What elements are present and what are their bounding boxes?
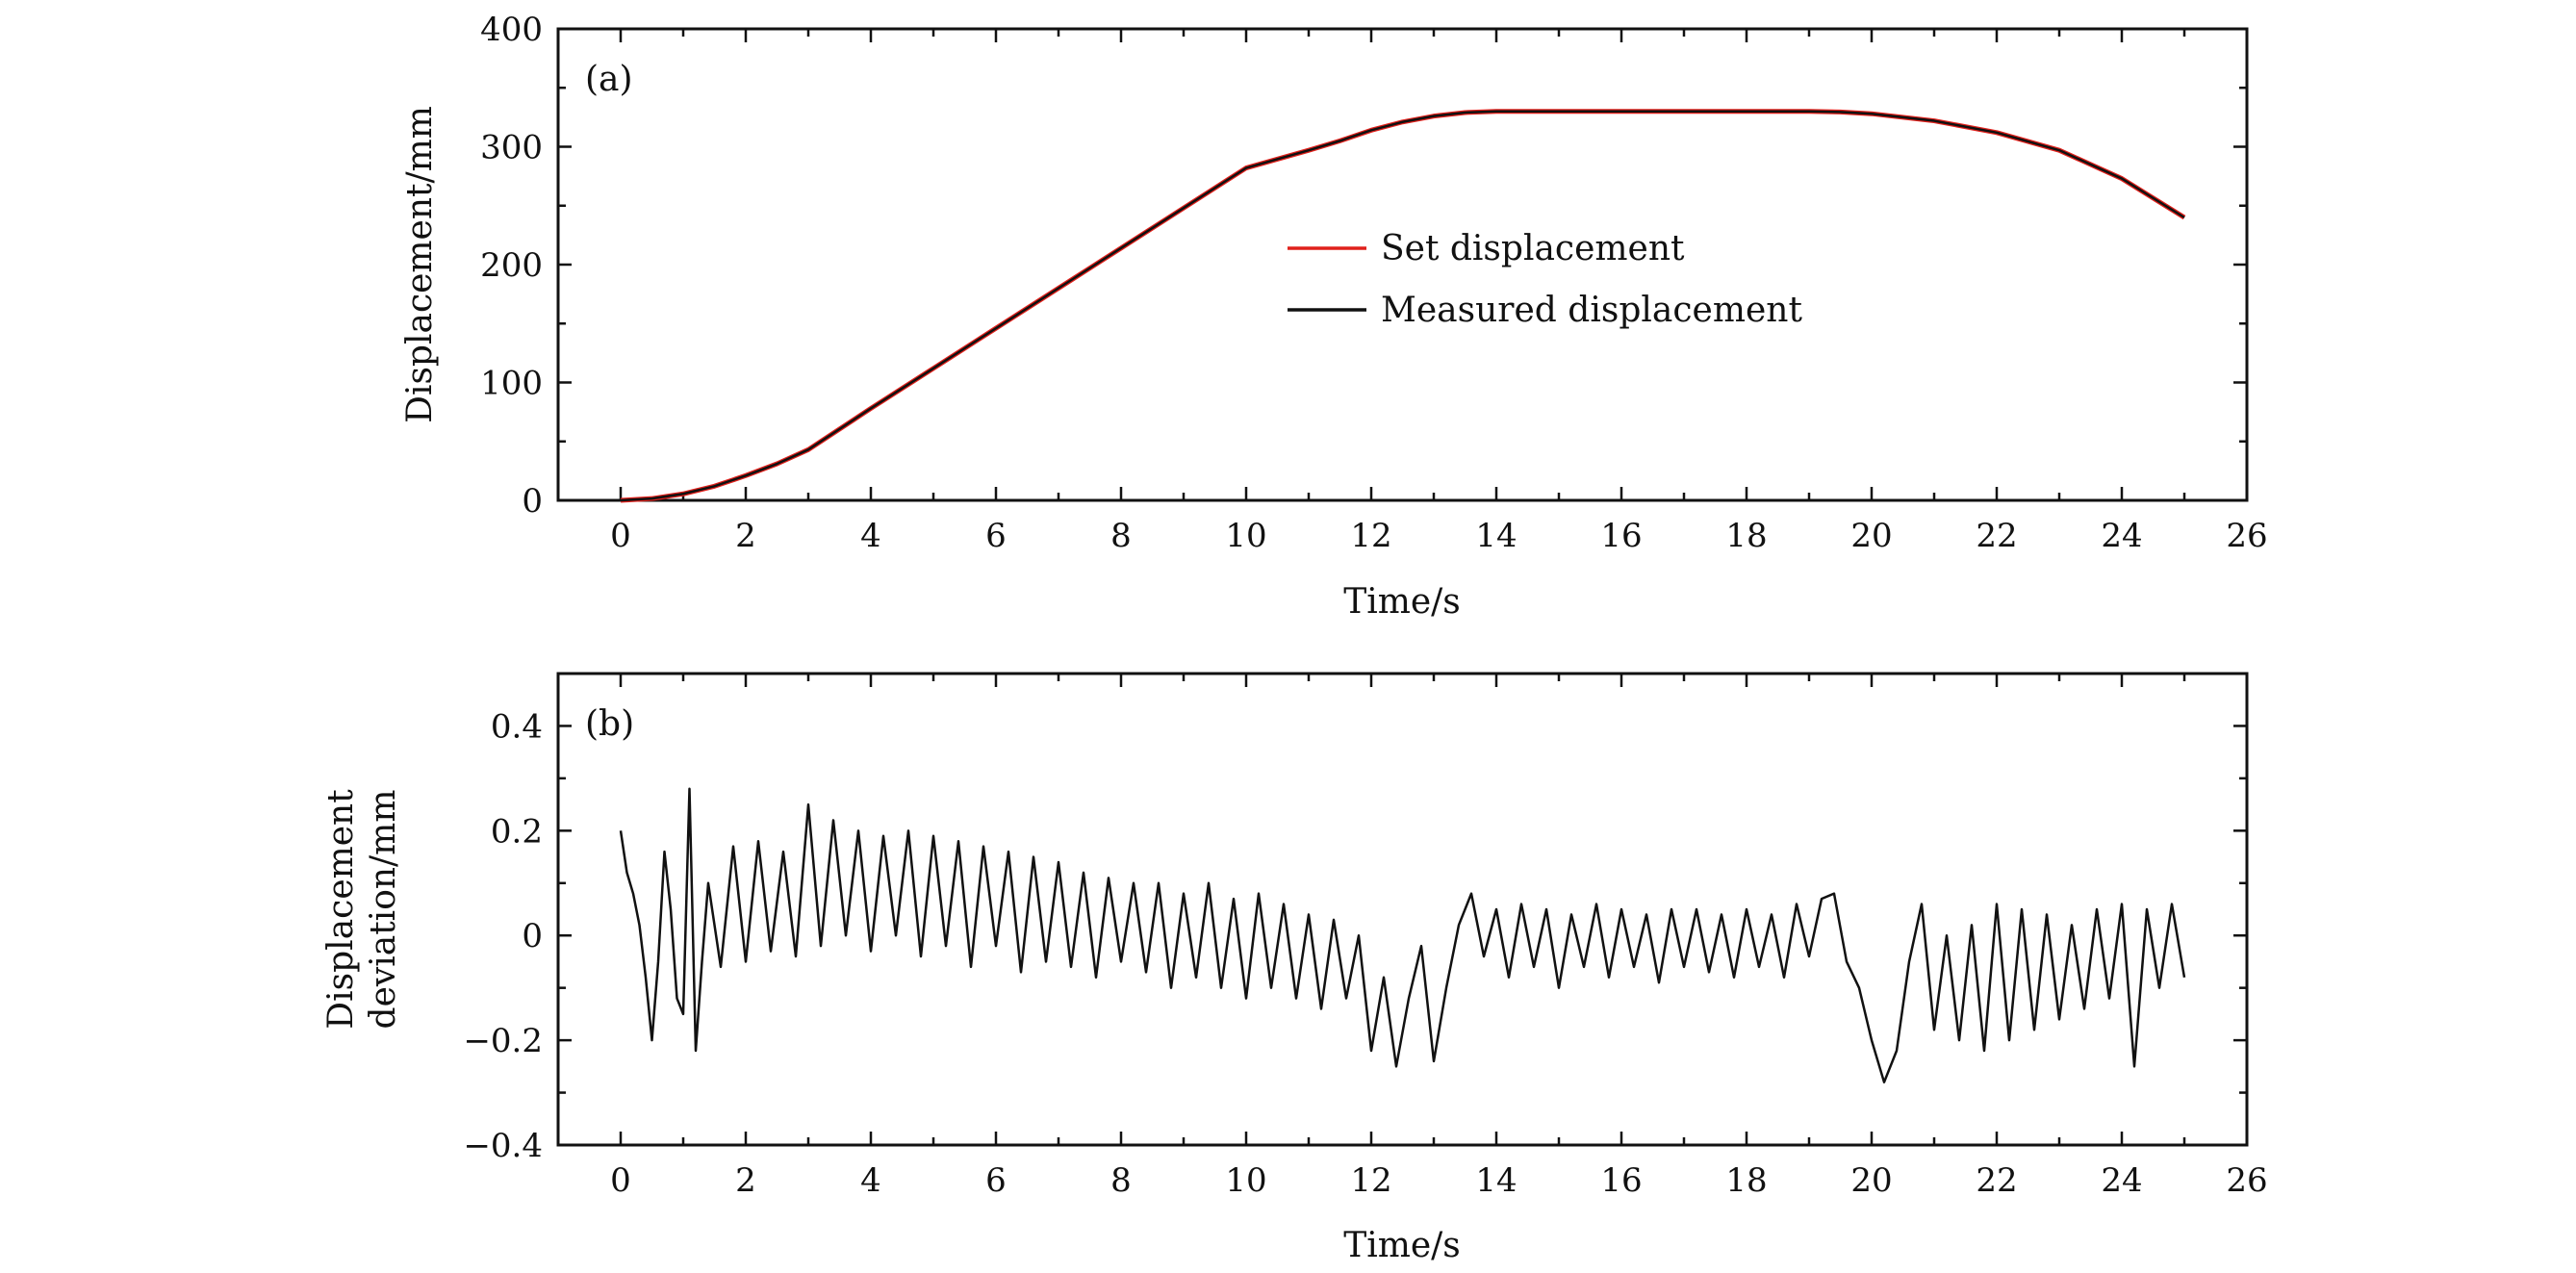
y-tick-label: 0.4 [491,707,543,746]
series-group-b [619,787,2186,1083]
panel-label-b: (b) [585,704,634,744]
x-tick-label: 8 [1110,1161,1132,1200]
x-tick-label: 12 [1350,517,1391,555]
y-tick-labels-a: 0 100 200 300 400 [480,11,543,521]
x-tick-label: 2 [735,1161,756,1200]
x-tick-label: 14 [1475,517,1517,555]
x-tick-label: 24 [2101,1161,2142,1200]
x-tick-label: 6 [985,517,1007,555]
y-axis-label-a: Displacement/mm [400,106,440,423]
x-tick-label: 10 [1225,1161,1266,1200]
chart-panel-b: 0 2 4 6 8 10 12 14 16 18 20 22 24 26 −0.4−0.200.20.4 … [321,672,2268,1265]
legend: Set displacement Measured displacement [1288,229,1802,330]
series-group-a [620,109,2186,503]
plot-frame-b [556,672,2249,1147]
y-tick-label: 400 [480,11,543,49]
y-tick-label: 300 [480,129,543,167]
x-tick-label: 4 [860,517,881,555]
y-tick-label: −0.4 [463,1127,543,1165]
x-tick-label: 20 [1850,517,1892,555]
x-tick-label: 26 [2226,1161,2267,1200]
x-tick-label: 0 [610,1161,631,1200]
series-line-measured-displacement [620,110,2185,502]
panel-label-a: (a) [585,60,633,99]
x-tick-label: 12 [1350,1161,1391,1200]
y-tick-label: 0.2 [491,812,543,851]
y-tick-label: 100 [480,365,543,403]
x-axis-label-b: Time/s [1343,1226,1461,1265]
x-tick-label: 22 [1976,1161,2017,1200]
x-tick-label: 4 [860,1161,881,1200]
y-tick-label: 0 [522,917,543,955]
x-tick-label: 16 [1600,517,1642,555]
y-tick-labels-b: −0.4 −0.2 0 0.2 0.4 [463,707,543,1165]
x-tick-label: 24 [2101,517,2142,555]
x-tick-label: 10 [1225,517,1266,555]
x-tick-label: 0 [610,517,631,555]
x-tick-label: 16 [1600,1161,1642,1200]
x-tick-label: 14 [1475,1161,1517,1200]
series-line-deviation [619,787,2186,1083]
y-tick-label: −0.2 [463,1022,543,1060]
tick-marks-a [556,27,2249,502]
x-tick-label: 18 [1725,517,1767,555]
x-tick-label: 22 [1976,517,2017,555]
legend-label-measured-displacement: Measured displacement [1381,291,1802,330]
x-tick-labels-a: 0 2 4 6 8 10 12 14 16 18 20 22 24 26 [610,517,2267,555]
y-tick-label: 200 [480,246,543,285]
x-tick-label: 2 [735,517,756,555]
y-axis-label-b-line-2: deviation/mm [364,790,403,1030]
x-tick-label: 6 [985,1161,1007,1200]
y-tick-label: 0 [522,482,543,521]
x-axis-label-a: Time/s [1343,582,1461,622]
x-tick-label: 18 [1725,1161,1767,1200]
tick-marks-b [556,674,2249,1147]
legend-label-set-displacement: Set displacement [1381,229,1685,268]
x-tick-label: 8 [1110,517,1132,555]
x-tick-label: 26 [2226,517,2267,555]
x-tick-label: 20 [1850,1161,1892,1200]
x-tick-labels-b: 0 2 4 6 8 10 12 14 16 18 20 22 24 26 [610,1161,2267,1200]
y-axis-label-b-line-1: Displacement [321,789,361,1030]
